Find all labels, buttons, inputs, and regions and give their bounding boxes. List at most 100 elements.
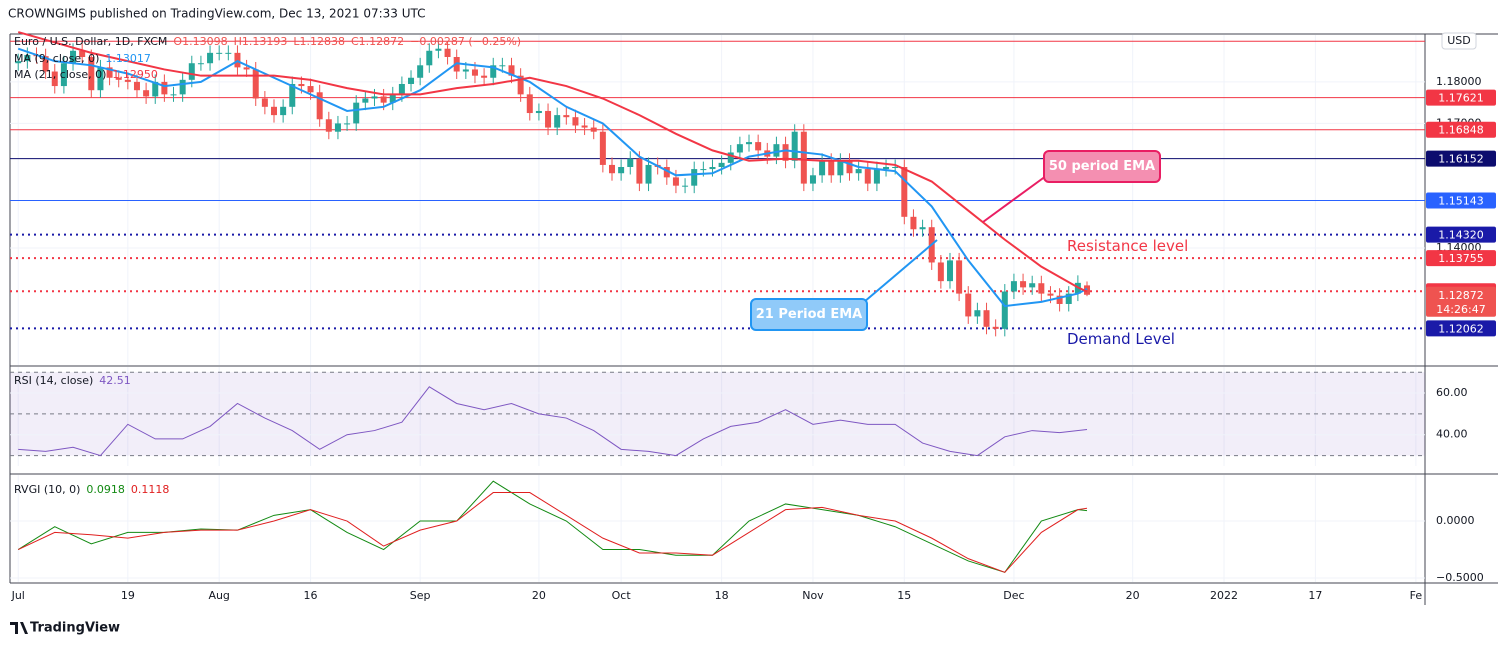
candle-body — [490, 65, 497, 78]
candle-body — [280, 106, 287, 116]
candle-body — [252, 69, 259, 99]
price-label: 1.16848 — [1438, 124, 1484, 137]
candle-body — [590, 127, 597, 132]
candle-body — [380, 96, 387, 103]
candle-body — [819, 160, 826, 176]
candle-body — [499, 65, 506, 67]
candle-body — [261, 98, 268, 107]
candle-body — [51, 71, 58, 87]
candle-body — [517, 75, 524, 95]
candle-body — [298, 83, 305, 87]
legend-value: 1.13017 — [105, 52, 151, 65]
candle-body — [800, 131, 807, 184]
legend-name: MA (21, close, 0) — [14, 68, 107, 81]
rsi-legend: RSI (14, close) 42.51 — [14, 374, 131, 387]
candle-body — [389, 94, 396, 103]
ohlc: O1.13098 — [173, 35, 228, 48]
x-tick-label: Oct — [612, 589, 632, 602]
candle-body — [161, 81, 168, 95]
price-label: 1.12062 — [1438, 322, 1484, 335]
candle-body — [663, 167, 670, 178]
candle-body — [709, 167, 716, 170]
x-tick-label: Fe — [1410, 589, 1423, 602]
candle-body — [1065, 293, 1072, 304]
candle-body — [289, 83, 296, 107]
candle-body — [88, 57, 95, 91]
price-label-box — [1426, 121, 1496, 138]
legend-name: RVGI (10, 0) — [14, 483, 81, 496]
y-tick-label: 60.00 — [1436, 386, 1468, 399]
candle-body — [645, 164, 652, 184]
indicator-line — [18, 386, 1088, 457]
candle-body — [188, 63, 195, 80]
candle-body — [1038, 283, 1045, 294]
candle-body — [554, 115, 561, 128]
candle-body — [727, 152, 734, 163]
candle-body — [937, 262, 944, 282]
candle-body — [60, 63, 67, 87]
candle-body — [755, 142, 762, 151]
candle-body — [965, 293, 972, 317]
symbol: Euro / U.S. Dollar, 1D, FXCM — [14, 35, 168, 48]
candle-body — [115, 77, 122, 80]
candle-body — [362, 98, 369, 103]
candle-body — [334, 123, 341, 132]
candle-body — [270, 106, 277, 116]
candle-body — [919, 227, 926, 230]
candle-body — [837, 160, 844, 176]
candle-body — [435, 48, 442, 51]
candle-body — [608, 164, 615, 174]
candle-body — [1029, 283, 1036, 288]
moving-average — [17, 31, 1088, 293]
candle-body — [398, 83, 405, 95]
candle-body — [462, 69, 469, 72]
candle-body — [791, 131, 798, 161]
candle-body — [864, 169, 871, 184]
indicator-line — [18, 492, 1088, 573]
candle-body — [481, 75, 488, 78]
candle-body — [618, 167, 625, 174]
candle-body — [106, 67, 113, 78]
candle-body — [782, 144, 789, 161]
moving-average — [17, 47, 1088, 308]
candle-body — [426, 50, 433, 66]
candle-body — [179, 79, 186, 95]
candle-body — [325, 119, 332, 132]
price-label-box — [1426, 89, 1496, 106]
candle-body — [225, 52, 232, 54]
candle-body — [545, 110, 552, 128]
candle-body — [910, 216, 917, 230]
candle-body — [417, 65, 424, 78]
candle-body — [1056, 295, 1063, 304]
candle-body — [563, 115, 570, 118]
price-label-box — [1426, 226, 1496, 243]
ma-legend: MA (9, close, 0) 1.13017 — [14, 52, 151, 65]
candle-body — [152, 81, 159, 97]
x-tick-label: 15 — [897, 589, 911, 602]
candle-body — [883, 167, 890, 170]
candle-body — [97, 67, 104, 91]
candle-body — [746, 142, 753, 145]
candle-body — [581, 125, 588, 128]
y-tick-label: 1.18000 — [1436, 75, 1482, 88]
legend-name: MA (9, close, 0) — [14, 52, 100, 65]
candle-body — [70, 50, 77, 64]
candle-body — [974, 310, 981, 317]
candle-body — [42, 56, 49, 72]
candle-body — [636, 158, 643, 184]
annotation-arrow — [982, 175, 1047, 223]
annotation-arrow — [863, 239, 938, 303]
candle-body — [809, 175, 816, 184]
last-price-box — [1426, 286, 1496, 317]
x-tick-label: Aug — [208, 589, 229, 602]
x-tick-label: 18 — [715, 589, 729, 602]
candle-body — [855, 169, 862, 174]
candle-body — [901, 167, 908, 217]
ma-legend: MA (21, close, 0) 1.12950 — [14, 68, 158, 81]
candle-body — [170, 94, 177, 96]
indicator-line — [17, 480, 1088, 573]
price-label: 1.14320 — [1438, 229, 1484, 242]
price-label-box — [1426, 192, 1496, 209]
ohlc: C1.12872 — [350, 35, 405, 48]
